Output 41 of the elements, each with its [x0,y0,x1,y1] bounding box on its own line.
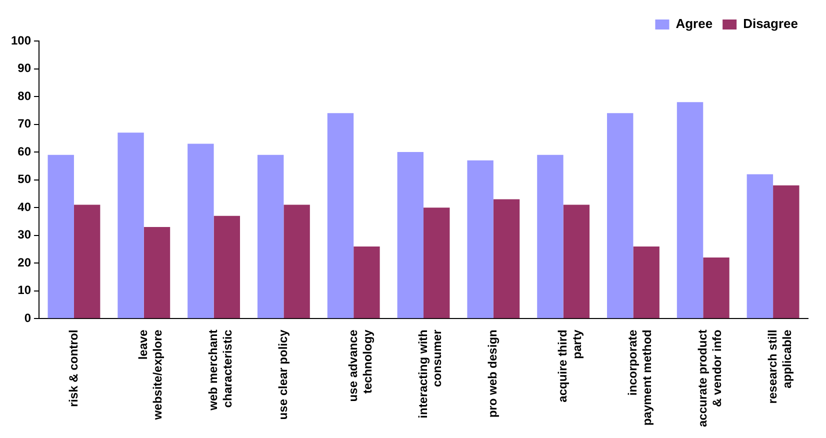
y-tick-label: 100 [10,33,32,48]
bar [537,154,564,318]
bar [74,204,100,318]
bar [257,154,284,318]
y-tick-label: 60 [18,144,32,158]
bar [397,152,424,318]
y-tick-label: 80 [18,88,32,103]
bar [144,227,170,318]
bar [563,204,590,318]
y-tick-label: 40 [18,200,32,214]
bar [118,132,144,318]
y-tick-label: 90 [18,61,32,76]
bar [493,199,520,318]
x-tick-label: acquire third party [556,329,584,402]
bar [424,208,450,318]
y-tick-label: 10 [18,283,32,298]
bar [327,113,354,318]
bar [48,154,74,318]
y-tick-label: 50 [18,172,32,186]
bar [703,258,730,318]
bar [467,160,494,318]
x-tick-label: risk & control [66,330,80,407]
x-tick-label: research still applicable [765,329,794,404]
legend-label: Disagree [743,16,798,32]
y-tick-label: 70 [18,116,32,131]
y-tick-label: 30 [18,228,32,242]
bar [214,216,240,318]
bar [284,204,310,318]
bar [354,246,380,318]
bar [633,246,660,318]
bar [676,102,704,318]
legend-label: Agree [676,16,713,32]
bar [188,144,214,318]
x-tick-label: use clear policy [276,329,290,420]
bar [746,174,774,318]
bar [773,185,800,318]
x-tick-label: pro web design [486,330,500,418]
x-tick-label: use advance technology [346,329,374,402]
y-tick-label: 20 [18,255,32,270]
y-tick-label: 0 [24,310,32,325]
bar [607,113,634,318]
